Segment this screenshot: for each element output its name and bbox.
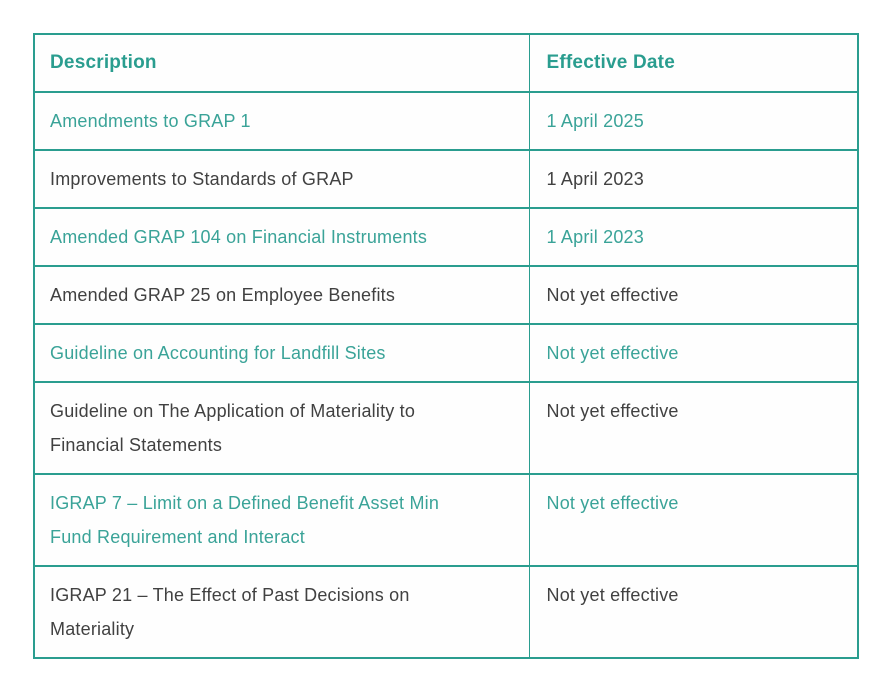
- effective-date-cell: Not yet effective: [528, 266, 858, 325]
- table-row: IGRAP 7 – Limit on a Defined Benefit Ass…: [34, 474, 858, 567]
- description-cell: Improvements to Standards of GRAP: [34, 150, 529, 209]
- effective-date-cell: Not yet effective: [528, 382, 858, 475]
- table-row: Guideline on The Application of Material…: [34, 382, 858, 475]
- table-row: IGRAP 21 – The Effect of Past Decisions …: [34, 566, 858, 659]
- description-link-cell[interactable]: Guideline on Accounting for Landfill Sit…: [34, 324, 529, 383]
- table-row: Improvements to Standards of GRAP 1 April…: [34, 150, 858, 209]
- effective-date-cell: 1 April 2023: [528, 150, 858, 209]
- description-link-cell[interactable]: Amendments to GRAP 1: [34, 92, 529, 151]
- effective-date-cell: Not yet effective: [528, 566, 858, 659]
- grap-standards-table: Description Effective Date Amendments to…: [33, 33, 859, 659]
- description-cell: IGRAP 21 – The Effect of Past Decisions …: [34, 566, 529, 659]
- effective-date-cell[interactable]: 1 April 2023: [528, 208, 858, 267]
- effective-date-cell[interactable]: Not yet effective: [528, 324, 858, 383]
- description-link-cell[interactable]: IGRAP 7 – Limit on a Defined Benefit Ass…: [34, 474, 529, 567]
- table-row: Amended GRAP 104 on Financial Instrument…: [34, 208, 858, 267]
- header-row: Description Effective Date: [34, 34, 858, 93]
- table-row: Amended GRAP 25 on Employee Benefits Not …: [34, 266, 858, 325]
- effective-date-column-header: Effective Date: [528, 34, 858, 93]
- description-cell: Guideline on The Application of Material…: [34, 382, 529, 475]
- effective-dates-table-container: Description Effective Date Amendments to…: [33, 33, 859, 659]
- table-row: Guideline on Accounting for Landfill Sit…: [34, 324, 858, 383]
- effective-date-cell[interactable]: 1 April 2025: [528, 92, 858, 151]
- description-cell: Amended GRAP 25 on Employee Benefits: [34, 266, 529, 325]
- effective-date-cell[interactable]: Not yet effective: [528, 474, 858, 567]
- description-link-cell[interactable]: Amended GRAP 104 on Financial Instrument…: [34, 208, 529, 267]
- description-column-header: Description: [34, 34, 529, 93]
